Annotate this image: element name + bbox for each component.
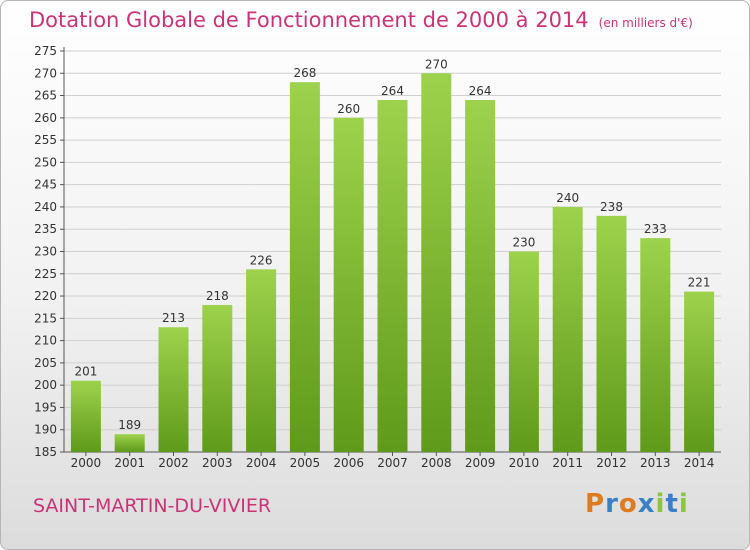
y-tick-label: 185 [34, 445, 57, 459]
bar-2002 [158, 327, 189, 452]
y-tick-label: 270 [34, 66, 57, 80]
data-label-2014: 221 [688, 276, 711, 290]
data-label-2005: 268 [293, 66, 316, 80]
data-label-2002: 213 [162, 311, 185, 325]
y-tick-label: 275 [34, 44, 57, 58]
x-tick-label: 2001 [114, 456, 145, 470]
bar-2000 [70, 380, 101, 452]
y-tick-labels: 185 190 195 200 205 210 215 220 225 230 235 240 245 2… [34, 44, 57, 459]
y-tick-label: 260 [34, 111, 57, 125]
y-tick-label: 255 [34, 133, 57, 147]
x-tick-labels: 2000 2001 2002 2003 2004 2005 2006 2007 2008 2009… [71, 452, 715, 470]
x-tick-label: 2006 [333, 456, 364, 470]
logo-letter: i [678, 489, 689, 519]
bar-2003 [202, 304, 233, 452]
data-label-2012: 238 [600, 200, 623, 214]
data-label-2011: 240 [556, 191, 579, 205]
x-tick-label: 2002 [158, 456, 189, 470]
x-tick-label: 2009 [465, 456, 496, 470]
bar-2009 [465, 100, 496, 452]
y-tick-label: 205 [34, 356, 57, 370]
logo-letter: x [637, 489, 656, 519]
bar-2008 [421, 73, 452, 453]
logo-letter: P [585, 489, 606, 519]
bar-2005 [289, 82, 320, 452]
bar-2013 [640, 238, 671, 452]
y-tick-label: 240 [34, 200, 57, 214]
data-label-2009: 264 [469, 84, 492, 98]
proxiti-logo: Proxiti [585, 489, 689, 519]
logo-letter: i [655, 489, 666, 519]
bar-2004 [246, 269, 277, 452]
x-tick-label: 2004 [246, 456, 277, 470]
bar-2012 [596, 215, 627, 452]
x-tick-label: 2007 [377, 456, 408, 470]
y-tick-label: 210 [34, 334, 57, 348]
x-tick-label: 2003 [202, 456, 233, 470]
x-tick-label: 2005 [290, 456, 321, 470]
x-tick-label: 2011 [552, 456, 583, 470]
y-tick-label: 235 [34, 222, 57, 236]
logo-letter: r [605, 489, 619, 519]
commune-name: SAINT-MARTIN-DU-VIVIER [33, 495, 272, 517]
bar-2007 [377, 100, 408, 452]
x-tick-label: 2010 [509, 456, 540, 470]
x-tick-label: 2000 [71, 456, 102, 470]
bars [70, 73, 715, 453]
y-tick-label: 245 [34, 178, 57, 192]
bar-2011 [552, 206, 583, 452]
x-tick-label: 2012 [596, 456, 627, 470]
bar-2014 [684, 291, 715, 452]
title-line: Dotation Globale de Fonctionnement de 20… [29, 8, 693, 32]
bar-2010 [508, 251, 539, 452]
y-tick-label: 265 [34, 89, 57, 103]
data-label-2003: 218 [206, 289, 229, 303]
y-tick-label: 250 [34, 155, 57, 169]
y-tick-label: 230 [34, 245, 57, 259]
data-label-2008: 270 [425, 57, 448, 71]
y-tick-label: 190 [34, 423, 57, 437]
data-labels: 201 189 213 218 226 268 260 264 270 264 230 240 238 2… [74, 57, 710, 432]
logo-letter: t [665, 489, 679, 519]
chart-subtitle: (en milliers d'€) [598, 16, 693, 30]
bar-2006 [333, 117, 364, 452]
y-tick-label: 215 [34, 311, 57, 325]
data-label-2010: 230 [512, 236, 535, 250]
data-label-2007: 264 [381, 84, 404, 98]
data-label-2001: 189 [118, 418, 141, 432]
y-tick-label: 220 [34, 289, 57, 303]
y-tick-label: 200 [34, 378, 57, 392]
y-tick-label: 195 [34, 400, 57, 414]
x-tick-label: 2014 [684, 456, 715, 470]
data-label-2013: 233 [644, 222, 667, 236]
x-tick-label: 2013 [640, 456, 671, 470]
chart-title: Dotation Globale de Fonctionnement de 20… [29, 8, 589, 32]
bar-2001 [114, 434, 145, 452]
logo-letter: o [618, 489, 638, 519]
x-tick-label: 2008 [421, 456, 452, 470]
data-label-2006: 260 [337, 102, 360, 116]
data-label-2004: 226 [250, 253, 273, 267]
y-tick-label: 225 [34, 267, 57, 281]
data-label-2000: 201 [74, 365, 97, 379]
